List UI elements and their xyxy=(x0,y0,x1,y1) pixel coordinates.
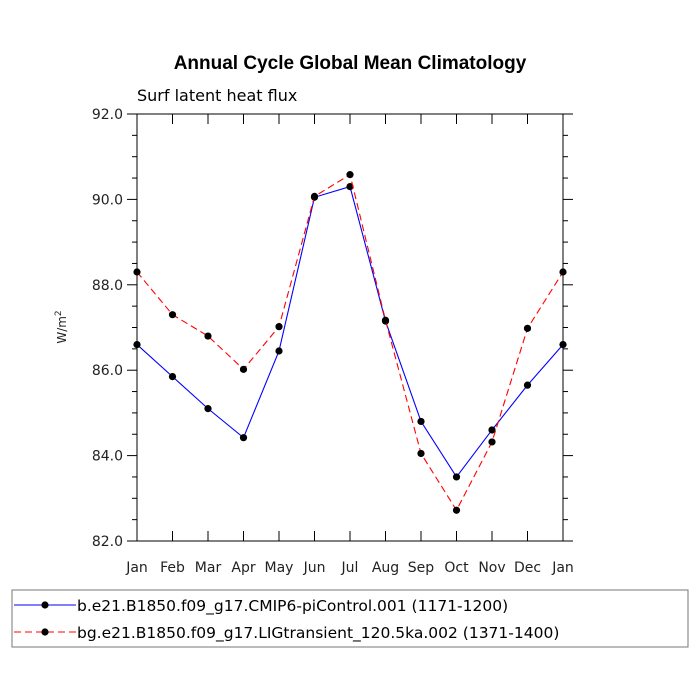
series-layer xyxy=(133,171,567,514)
x-tick-label: Aug xyxy=(372,560,399,576)
series-line-2 xyxy=(136,173,564,512)
x-tick-label: Jan xyxy=(125,560,148,576)
x-tick-label: Nov xyxy=(478,560,505,576)
series-1-point xyxy=(275,347,283,355)
x-tick-label: May xyxy=(265,560,294,576)
series-1-point xyxy=(239,434,248,442)
y-tick-label: 88.0 xyxy=(92,278,123,294)
series-2-point xyxy=(346,171,354,179)
y-axis-label: W/m2 xyxy=(54,310,69,343)
series-2-point xyxy=(381,316,390,324)
legend-label-1: b.e21.B1850.f09_g17.CMIP6-piControl.001 … xyxy=(77,597,508,616)
series-1-point xyxy=(559,340,567,349)
series-2-point xyxy=(488,438,496,446)
series-2-point xyxy=(168,311,177,319)
legend-box xyxy=(11,589,689,648)
series-2-point xyxy=(310,192,319,201)
plot-area: Jan Feb Mar Apr May Jun Jul Aug Sep Oct Nov Dec Jan8… xyxy=(92,107,574,576)
series-2-point xyxy=(204,332,212,340)
x-tick-label: Feb xyxy=(160,560,185,576)
series-1-point xyxy=(346,182,354,191)
series-1-point xyxy=(417,417,425,426)
y-axis-label-text: W/m xyxy=(55,316,69,344)
x-tick-label: Jul xyxy=(341,560,359,576)
series-2-point xyxy=(452,506,461,514)
series-1-point xyxy=(133,340,141,349)
series-2-point xyxy=(559,268,567,276)
y-tick-label: 86.0 xyxy=(92,363,123,379)
x-tick-label: Jan xyxy=(551,560,574,576)
x-tick-label: Dec xyxy=(514,560,541,576)
series-1-point xyxy=(488,426,496,434)
series-1-point xyxy=(204,405,212,413)
y-tick-label: 92.0 xyxy=(92,107,123,123)
series-2-point xyxy=(133,268,141,276)
series-2-point xyxy=(275,323,283,331)
x-tick-label: Jun xyxy=(303,560,326,576)
series-1-point xyxy=(168,373,177,381)
legend-marker-2 xyxy=(41,628,49,636)
x-tick-label: Sep xyxy=(408,560,435,576)
legend: b.e21.B1850.f09_g17.CMIP6-piControl.001 … xyxy=(11,589,689,648)
y-tick-label: 90.0 xyxy=(92,192,123,208)
legend-marker-1 xyxy=(41,601,49,609)
y-axis-label-superscript: 2 xyxy=(54,310,64,316)
y-tick-label: 84.0 xyxy=(92,449,123,465)
x-tick-label: Oct xyxy=(444,560,469,576)
y-tick-label: 82.0 xyxy=(92,534,123,550)
series-2-point xyxy=(417,449,425,458)
series-2-point xyxy=(523,324,532,332)
x-tick-label: Apr xyxy=(231,560,255,576)
chart-title: Annual Cycle Global Mean Climatology xyxy=(174,53,527,74)
series-1-point xyxy=(523,381,532,389)
x-tick-label: Mar xyxy=(195,560,222,576)
series-2-point xyxy=(239,365,248,373)
legend-label-2: bg.e21.B1850.f09_g17.LIGtransient_120.5k… xyxy=(77,624,559,643)
series-1-point xyxy=(452,473,461,481)
chart-subtitle: Surf latent heat flux xyxy=(137,86,297,105)
